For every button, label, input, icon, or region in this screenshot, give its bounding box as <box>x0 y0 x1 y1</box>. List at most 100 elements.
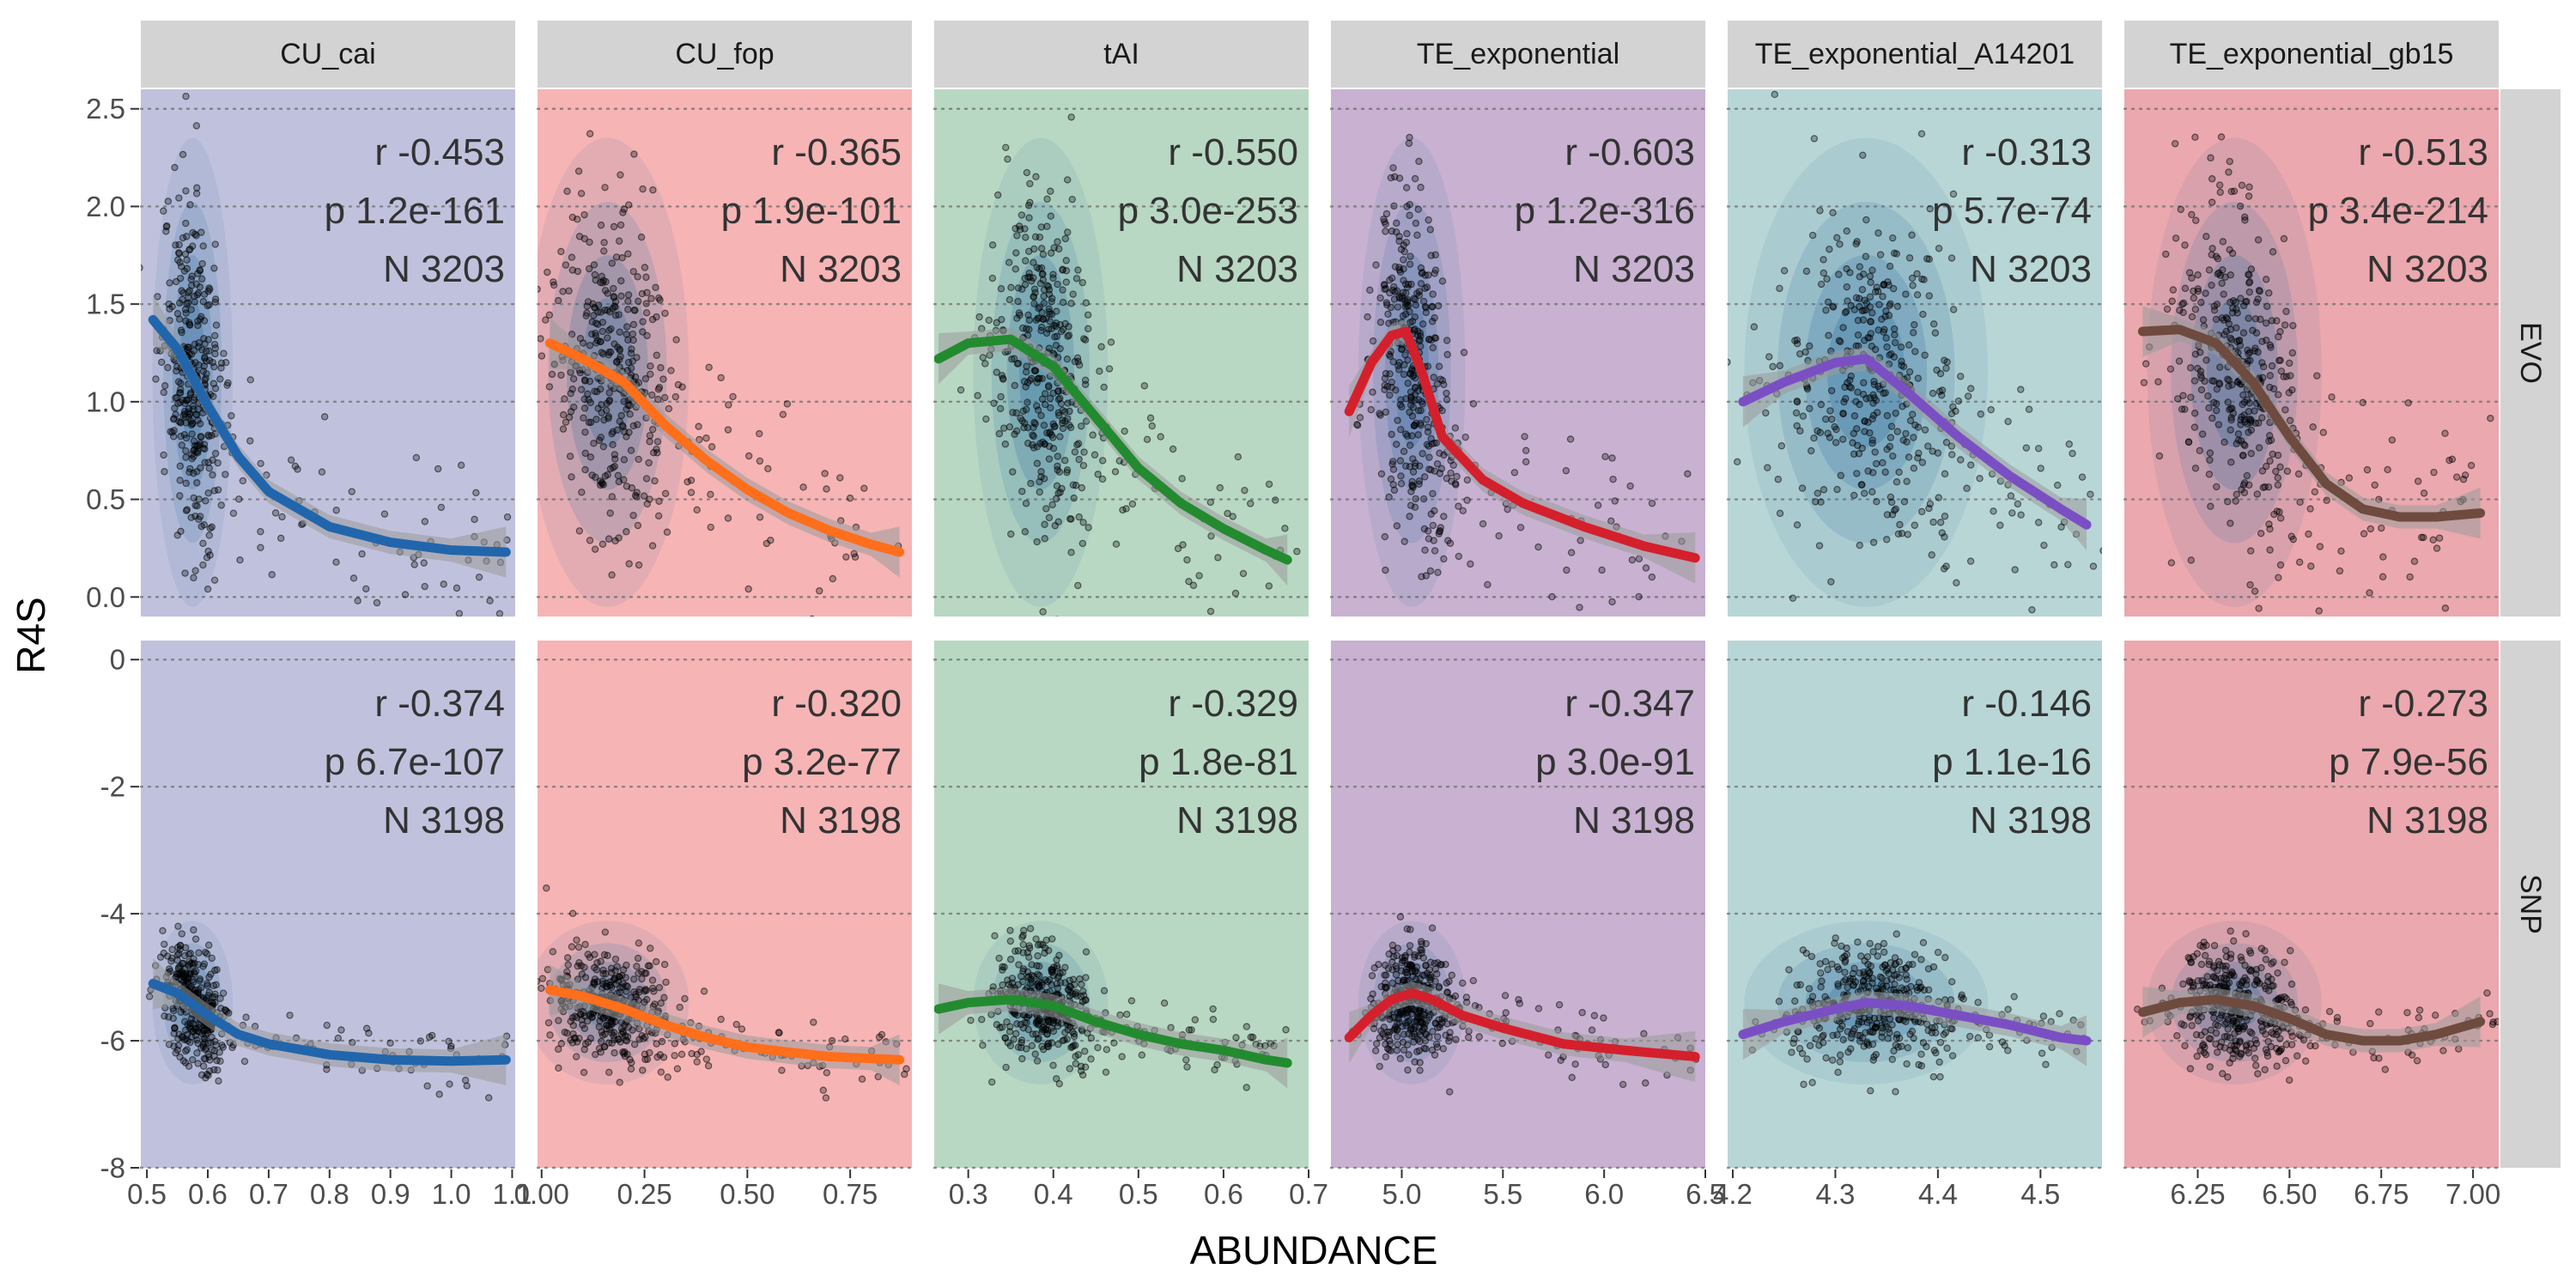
data-point <box>1148 422 1156 430</box>
data-point <box>1859 151 1867 160</box>
data-point <box>1178 475 1186 483</box>
data-point <box>529 981 535 987</box>
data-point <box>705 363 713 372</box>
data-point <box>1409 483 1417 491</box>
data-point <box>2246 580 2254 589</box>
data-point <box>2238 181 2246 190</box>
data-point <box>2050 561 2058 569</box>
data-point <box>1037 264 1046 272</box>
data-point <box>1040 1026 1048 1034</box>
data-point <box>1207 532 1215 540</box>
data-point <box>641 264 649 271</box>
facet-background <box>934 641 1309 1168</box>
stat-p: p 3.0e-91 <box>1535 741 1695 783</box>
data-point <box>1449 461 1457 469</box>
data-point <box>1812 1035 1820 1043</box>
data-point <box>653 438 662 446</box>
data-point <box>646 438 653 446</box>
data-point <box>1293 548 1301 556</box>
data-point <box>1864 1042 1873 1049</box>
data-point <box>1072 1053 1079 1060</box>
data-point <box>2213 483 2221 491</box>
row-strip-label: EVO <box>2514 322 2547 384</box>
stat-n: N 3203 <box>780 248 902 290</box>
data-point <box>1947 410 1956 418</box>
data-point <box>2205 266 2214 274</box>
data-point <box>586 453 595 461</box>
data-point <box>1415 477 1424 485</box>
data-point <box>1861 296 1868 304</box>
data-point <box>1406 1026 1414 1034</box>
data-point <box>1067 549 1075 556</box>
data-point <box>1609 475 1617 483</box>
data-point <box>1028 1042 1036 1049</box>
data-point <box>2199 316 2208 324</box>
stat-p: p 1.9e-101 <box>721 190 902 232</box>
data-point <box>1820 256 1827 264</box>
data-point <box>2216 363 2224 371</box>
stat-n: N 3198 <box>1176 799 1298 841</box>
data-point <box>635 297 642 306</box>
data-point <box>1947 254 1956 262</box>
data-point <box>1429 302 1437 311</box>
data-point <box>1418 949 1425 957</box>
data-point <box>1495 532 1503 540</box>
data-point <box>1990 507 1997 515</box>
data-point <box>1394 1041 1401 1048</box>
data-point <box>2266 457 2274 465</box>
data-point <box>1791 337 1799 344</box>
data-point <box>1020 927 1028 934</box>
data-point <box>665 404 673 413</box>
data-point <box>1909 410 1917 418</box>
data-point <box>1568 1073 1576 1082</box>
data-point <box>581 428 589 436</box>
row-strip-snp: SNP <box>2500 641 2561 1168</box>
data-point <box>1103 1046 1111 1054</box>
data-point <box>1437 465 1446 472</box>
data-point <box>2230 187 2239 195</box>
data-point <box>1453 472 1461 481</box>
data-point <box>1889 234 1897 242</box>
data-point <box>1446 539 1455 547</box>
data-point <box>1024 398 1031 406</box>
data-point <box>1025 944 1034 952</box>
data-point <box>187 1015 196 1023</box>
data-point <box>2239 452 2247 459</box>
data-point <box>420 559 428 567</box>
data-point <box>1214 554 1222 562</box>
data-point <box>2384 465 2391 474</box>
data-point <box>2064 561 2072 568</box>
data-point <box>202 1074 210 1082</box>
data-point <box>1953 579 1960 586</box>
data-point <box>2206 456 2214 464</box>
data-point <box>1400 1030 1408 1038</box>
data-point <box>1820 269 1828 277</box>
data-point <box>1892 960 1900 968</box>
data-point <box>1876 251 1885 258</box>
data-point <box>2258 359 2266 367</box>
facet-background <box>1728 641 2102 1168</box>
data-point <box>1018 1036 1026 1044</box>
data-point <box>1764 464 1771 471</box>
data-point <box>646 1048 653 1057</box>
data-point <box>1406 501 1415 509</box>
data-point <box>538 285 541 294</box>
data-point <box>1828 416 1836 423</box>
data-point <box>1191 1016 1200 1024</box>
data-point <box>205 941 213 949</box>
data-point <box>1941 533 1948 541</box>
data-point <box>1048 431 1055 439</box>
data-point <box>1028 961 1036 969</box>
data-point <box>1882 982 1891 990</box>
data-point <box>2388 436 2397 444</box>
data-point <box>580 210 588 219</box>
data-point <box>1429 489 1437 498</box>
data-point <box>1082 948 1091 956</box>
data-point <box>1045 513 1054 522</box>
data-point <box>332 558 340 566</box>
data-point <box>1400 538 1408 545</box>
data-point <box>605 350 612 359</box>
data-point <box>1976 475 1984 483</box>
data-point <box>2194 364 2202 373</box>
